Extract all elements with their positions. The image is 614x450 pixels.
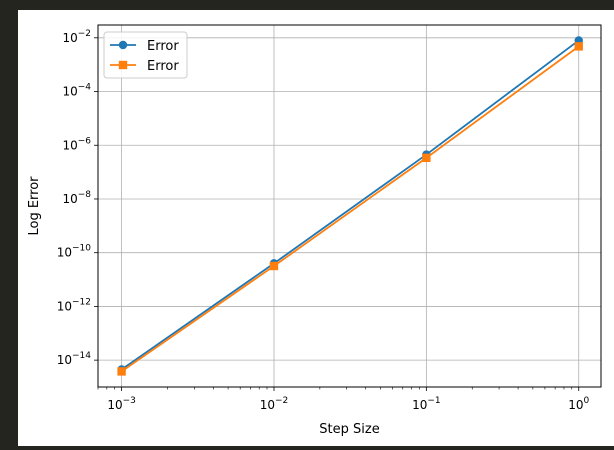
y-tick-label: 10−4 — [62, 83, 91, 99]
legend-item: Error — [110, 59, 179, 74]
y-tick-label: 10−2 — [62, 29, 91, 45]
y-axis-ticks: 10−14 10−12 10−10 10−8 10−6 10−4 10−2 — [57, 29, 98, 367]
series-layer — [117, 36, 583, 376]
x-axis-label: Step Size — [319, 422, 379, 437]
legend-marker — [118, 40, 128, 50]
chart-figure: 10−3 10−2 10−1 100 10−14 10−12 10−10 10−8 10−6 1… — [18, 10, 614, 446]
y-axis-label: Log Error — [27, 176, 42, 236]
y-tick-label: 10−10 — [57, 244, 92, 260]
legend-item: Error — [110, 39, 179, 54]
series-1 — [117, 36, 583, 374]
series-2 — [117, 42, 583, 376]
legend: Error Error — [103, 31, 188, 79]
x-tick-label: 10−3 — [107, 396, 136, 412]
x-tick-label: 10−2 — [260, 396, 289, 412]
data-point — [574, 42, 583, 51]
x-axis-ticks: 10−3 10−2 10−1 100 — [107, 387, 590, 412]
data-point — [422, 153, 431, 163]
y-tick-label: 10−14 — [57, 351, 92, 367]
legend-label: Error — [147, 39, 179, 54]
line-chart: 10−3 10−2 10−1 100 10−1410−1210−1010−810−61… — [27, 24, 602, 437]
series-line — [121, 39, 580, 371]
data-point — [117, 367, 126, 376]
legend-label: Error — [147, 59, 179, 74]
y-tick-label: 10−6 — [62, 136, 91, 152]
y-tick-label: 10−8 — [62, 190, 91, 206]
x-tick-label: 10−1 — [412, 396, 441, 412]
y-tick-label: 10−12 — [57, 297, 91, 313]
series-line — [121, 45, 580, 373]
x-tick-label: 100 — [568, 396, 589, 412]
plot-frame — [97, 24, 602, 388]
legend-marker — [118, 60, 128, 70]
data-point — [269, 261, 279, 271]
